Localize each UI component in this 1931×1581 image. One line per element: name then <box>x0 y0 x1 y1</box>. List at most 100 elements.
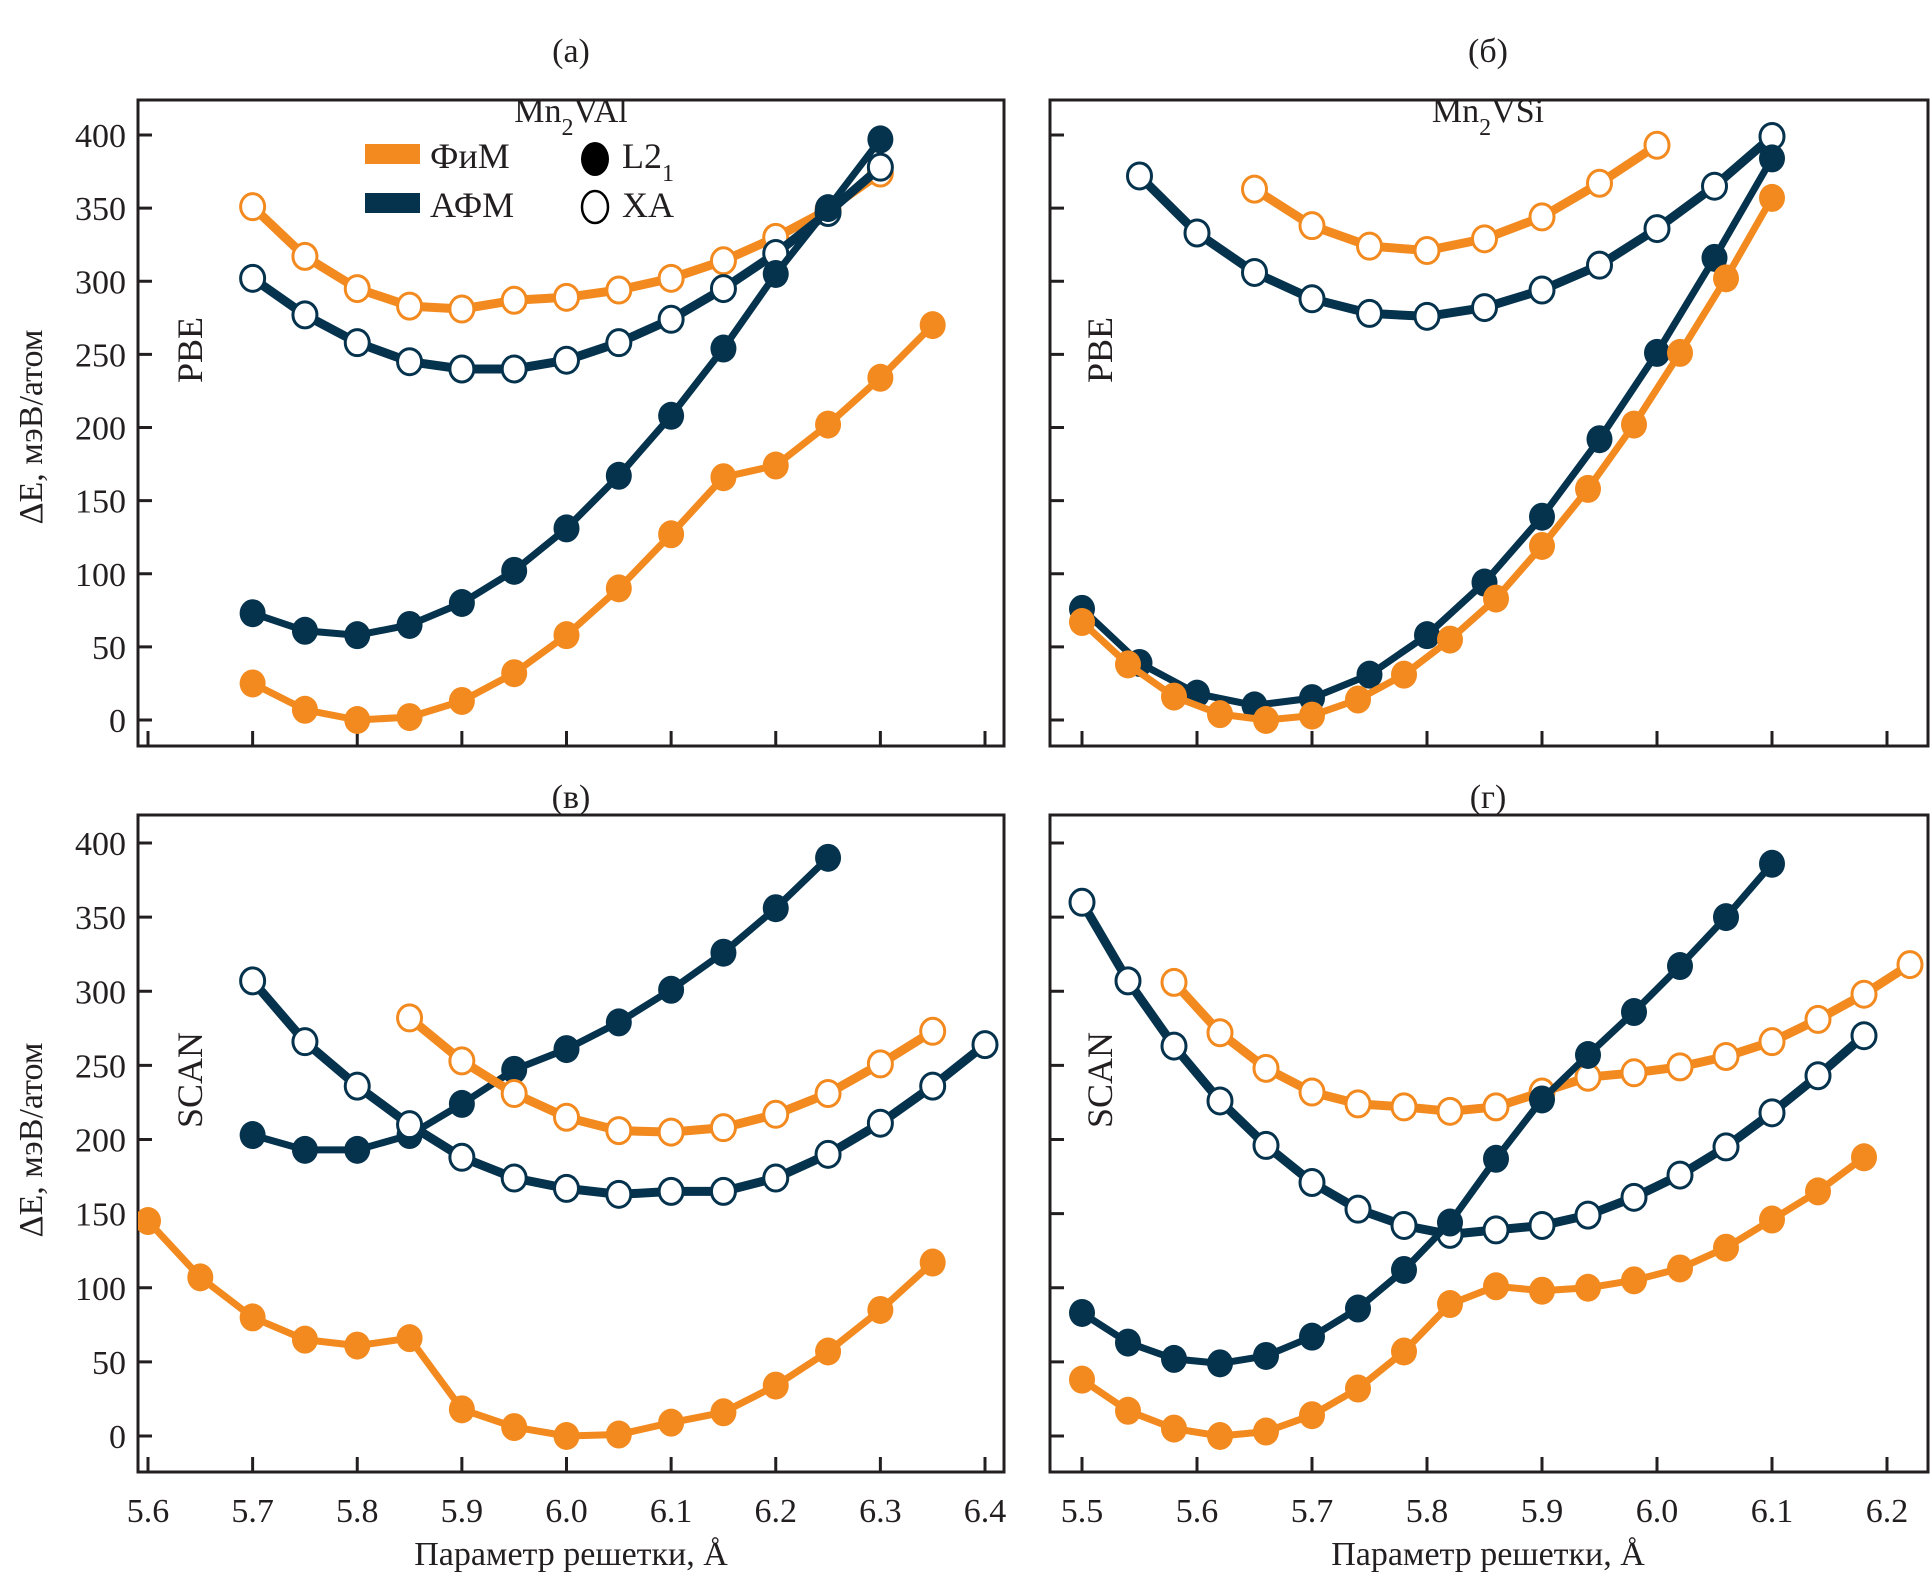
data-point-filled <box>396 1324 423 1353</box>
panel-letter: (a) <box>552 33 590 70</box>
data-point-open <box>500 354 528 384</box>
data-point-open <box>396 347 424 377</box>
x-tick-label: 6.2 <box>755 1493 798 1530</box>
data-point-open <box>239 192 267 222</box>
data-point-filled <box>1805 1177 1831 1206</box>
y-tick-label: 350 <box>75 191 126 228</box>
data-point-open <box>1206 1018 1234 1048</box>
data-point-filled <box>605 1420 632 1449</box>
data-point-open <box>291 241 319 271</box>
data-point-filled <box>1529 502 1555 531</box>
data-point-open <box>291 300 319 330</box>
data-point-open <box>1126 161 1153 191</box>
data-point-open <box>1758 1098 1786 1128</box>
data-point-open <box>709 1113 737 1143</box>
data-point-filled <box>344 706 371 734</box>
data-point-filled <box>1069 1298 1095 1327</box>
data-point-open <box>919 1016 947 1046</box>
method-label: SCAN <box>170 1032 210 1128</box>
x-tick-label: 6.4 <box>964 1493 1007 1530</box>
data-point-filled <box>1356 660 1383 689</box>
series-line <box>251 137 884 639</box>
series-afm-l21 <box>239 125 894 650</box>
data-point-open <box>1390 1210 1418 1240</box>
data-point-open <box>1252 1130 1280 1160</box>
data-point-open <box>814 1139 842 1169</box>
data-point-open <box>1298 1077 1326 1107</box>
data-point-filled <box>1115 1328 1141 1357</box>
data-point-filled <box>1207 1349 1233 1378</box>
data-point-filled <box>553 1035 580 1064</box>
data-point-open <box>1482 1092 1510 1122</box>
series-afm-l21 <box>239 843 842 1164</box>
series-group <box>1068 849 1924 1450</box>
data-point-filled <box>138 1207 161 1236</box>
data-point-open <box>1643 130 1671 160</box>
data-point-filled <box>448 1395 475 1424</box>
y-axis-title-top: ΔE, мэВ/атом <box>13 330 50 525</box>
panel-letter: (в) <box>552 779 591 816</box>
legend-label-fim: ФиМ <box>430 136 510 176</box>
data-point-filled <box>344 1331 371 1360</box>
data-point-open <box>396 1110 424 1140</box>
series-line <box>1080 861 1775 1367</box>
data-point-filled <box>1575 1273 1601 1302</box>
x-tick-label: 5.8 <box>1406 1493 1449 1530</box>
data-point-open <box>343 328 371 358</box>
data-point-open <box>709 1176 737 1206</box>
data-point-filled <box>1345 1374 1371 1403</box>
data-point-open <box>1620 1058 1648 1088</box>
data-point-filled <box>1207 700 1233 729</box>
data-point-open <box>500 1163 528 1193</box>
x-tick-label: 6.0 <box>545 1493 588 1530</box>
data-point-filled <box>867 363 894 392</box>
data-point-open <box>1586 250 1613 280</box>
data-point-filled <box>1759 849 1785 878</box>
y-axis-title-text: ΔE, мэВ/атом <box>13 1043 50 1238</box>
data-point-filled <box>1575 1040 1601 1069</box>
data-point-filled <box>710 334 737 363</box>
series-afm-xa <box>239 152 894 384</box>
legend: ФиМ АФМ L21 XA <box>365 136 674 225</box>
data-point-open <box>1804 1061 1832 1091</box>
series-afm-l21 <box>1069 849 1785 1378</box>
data-point-filled <box>1621 998 1647 1027</box>
x-tick-label: 5.9 <box>441 1493 484 1530</box>
method-label: PBE <box>170 317 210 383</box>
data-point-filled <box>1069 1365 1095 1394</box>
x-tick-label: 5.6 <box>1176 1493 1219 1530</box>
data-point-open <box>1850 979 1878 1009</box>
data-point-open <box>448 294 476 324</box>
data-point-filled <box>1759 1205 1785 1234</box>
data-point-open <box>553 1102 580 1132</box>
data-point-filled <box>291 1325 318 1354</box>
data-point-filled <box>187 1263 214 1292</box>
data-point-open <box>762 1163 790 1193</box>
data-point-filled <box>1115 650 1141 679</box>
data-point-filled <box>658 520 685 549</box>
open-circle-icon <box>580 189 610 225</box>
series-group <box>1069 121 1786 734</box>
y-tick-label: 50 <box>92 1345 126 1382</box>
data-point-open <box>657 304 685 334</box>
series-fim-l21 <box>138 1207 946 1450</box>
x-tick-label: 5.8 <box>336 1493 379 1530</box>
x-tick-label: 6.2 <box>1866 1493 1909 1530</box>
series-line <box>406 1014 936 1137</box>
data-point-open <box>919 1071 947 1101</box>
data-point-open <box>1390 1092 1418 1122</box>
data-point-filled <box>1414 621 1440 650</box>
legend-l21-sub: 1 <box>662 161 674 187</box>
data-point-filled <box>815 194 842 223</box>
data-point-open <box>866 1049 894 1079</box>
data-point-filled <box>396 703 423 732</box>
data-point-open <box>1436 1096 1464 1126</box>
y-tick-label: 400 <box>75 826 126 863</box>
y-tick-label: 250 <box>75 1048 126 1085</box>
data-point-open <box>343 274 371 304</box>
data-point-filled <box>1644 338 1670 367</box>
x-tick-label: 5.7 <box>1291 1493 1334 1530</box>
data-point-filled <box>291 616 318 645</box>
data-point-filled <box>1667 338 1693 367</box>
data-point-filled <box>1483 1272 1509 1301</box>
